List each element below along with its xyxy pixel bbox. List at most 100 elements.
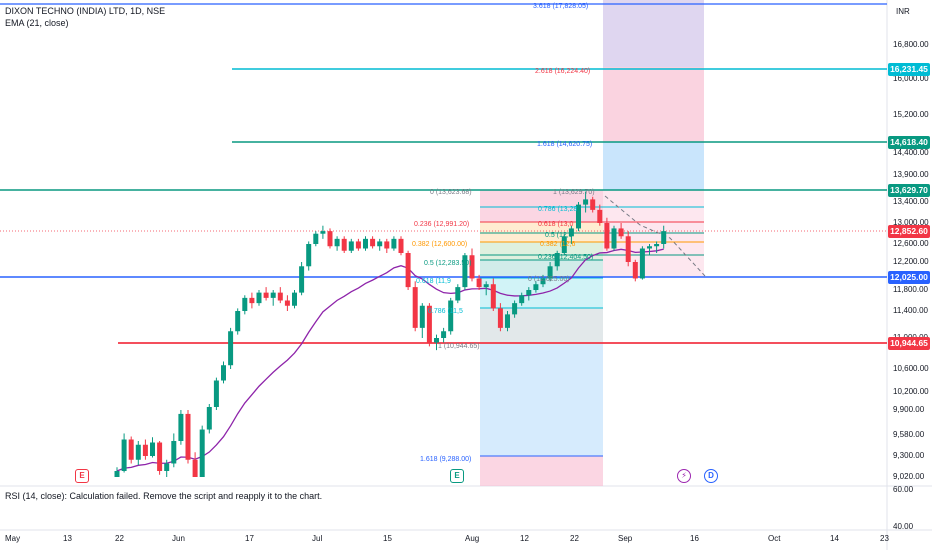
earnings-marker[interactable]: E <box>75 469 89 483</box>
candle-body <box>590 199 596 210</box>
candle-body <box>448 300 454 332</box>
candle-body <box>221 365 226 381</box>
candle-body <box>419 305 425 328</box>
time-tick: Sep <box>618 534 633 543</box>
fib-label: 0 (12,025.00) <box>528 276 570 283</box>
fib-zone <box>603 67 704 142</box>
candle-body <box>632 262 638 279</box>
candle-body <box>348 241 354 251</box>
candle-body <box>377 241 383 247</box>
candle-body <box>618 228 624 237</box>
fib-zone <box>603 142 704 190</box>
candle-body <box>547 266 553 279</box>
candle-body <box>178 413 184 441</box>
time-tick: 15 <box>383 534 392 543</box>
candle-body <box>604 223 610 249</box>
candle-body <box>263 292 269 298</box>
price-tick: 13,000.00 <box>893 218 929 227</box>
earnings-marker[interactable]: E <box>450 469 464 483</box>
candle-body <box>554 253 560 267</box>
fib-label: 0.786 (13,28 <box>538 206 577 213</box>
time-tick: 16 <box>690 534 699 543</box>
time-tick: Aug <box>465 534 480 543</box>
fib-label: 0 (13,623.68) <box>430 189 472 196</box>
price-tick: 10,200.00 <box>893 387 929 396</box>
currency-selector[interactable]: INR <box>896 7 910 16</box>
fib-label: 0.236 (12,404.50) <box>538 254 593 261</box>
candle-body <box>171 441 177 464</box>
candle-body <box>391 238 397 249</box>
candle-body <box>249 297 255 304</box>
price-tick: 15,200.00 <box>893 110 929 119</box>
candle-body <box>462 255 468 288</box>
fib-label: 0.5 (12,283.50) <box>424 260 471 267</box>
fib-label: 0.236 (12,991.20) <box>414 221 469 228</box>
time-tick: Jul <box>312 534 323 543</box>
rsi-indicator-label[interactable]: RSI (14, close): Calculation failed. Rem… <box>5 491 323 501</box>
rsi-tick: 40.00 <box>893 522 914 531</box>
split-marker[interactable]: ⚡ <box>677 469 691 483</box>
candle-body <box>483 284 489 288</box>
price-level-label: 13,629.70 <box>888 184 930 197</box>
price-level-label: 12,025.00 <box>888 271 930 284</box>
price-tick: 9,300.00 <box>893 451 925 460</box>
fib-label: 0.5 (12,8 <box>545 232 573 239</box>
time-tick: Oct <box>768 534 781 543</box>
candle-body <box>327 231 333 247</box>
candle-body <box>490 284 496 309</box>
ema-indicator-label[interactable]: EMA (21, close) <box>5 18 69 28</box>
price-tick: 16,000.00 <box>893 74 929 83</box>
candle-body <box>334 238 340 247</box>
price-tick: 12,600.00 <box>893 239 929 248</box>
candle-body <box>299 266 305 293</box>
candle-body <box>597 209 603 223</box>
price-tick: 9,580.00 <box>893 430 925 439</box>
candle-body <box>306 244 312 267</box>
fib-label: 0.618 (13,0 <box>538 221 574 228</box>
candle-body <box>320 231 326 234</box>
candle-body <box>192 459 198 477</box>
candle-body <box>228 331 234 366</box>
projection-path <box>604 195 706 277</box>
candle-body <box>213 380 219 407</box>
price-level-label: 16,231.45 <box>888 63 930 76</box>
fib-label: 0.618 (11,9 <box>416 278 451 285</box>
price-tick: 11,800.00 <box>893 285 928 294</box>
price-tick: 13,400.00 <box>893 197 929 206</box>
fib-zone <box>480 456 603 486</box>
ema-line <box>116 248 664 472</box>
candle-body <box>135 444 141 460</box>
candle-body <box>235 311 241 332</box>
dividend-marker[interactable]: D <box>704 469 718 483</box>
fib-zone <box>480 343 603 456</box>
candle-body <box>405 253 411 288</box>
time-tick: 14 <box>830 534 839 543</box>
symbol-title[interactable]: DIXON TECHNO (INDIA) LTD, 1D, NSE <box>5 6 166 16</box>
candle-body <box>150 442 155 456</box>
candle-body <box>277 292 283 301</box>
price-tick: 16,800.00 <box>893 40 929 49</box>
rsi-tick: 60.00 <box>893 485 914 494</box>
price-level-label: 10,944.65 <box>888 337 930 350</box>
candle-body <box>661 231 667 244</box>
price-level-label: 14,618.40 <box>888 136 930 149</box>
candle-body <box>157 442 163 471</box>
candle-body <box>654 244 660 247</box>
price-tick: 13,900.00 <box>893 170 929 179</box>
time-tick: Jun <box>172 534 185 543</box>
candle-body <box>341 238 347 251</box>
fib-label: 1.618 (14,620.75) <box>537 141 592 148</box>
candle-body <box>398 238 404 253</box>
price-tick: 14,400.00 <box>893 148 929 157</box>
candle-body <box>185 413 191 460</box>
candle-body <box>625 236 631 262</box>
price-level-label: 12,852.60 <box>888 225 930 238</box>
fib-label: 1 (10,944.65) <box>438 343 480 350</box>
candle-body <box>199 429 205 477</box>
candle-body <box>426 305 432 343</box>
candle-body <box>441 331 447 338</box>
time-tick: 13 <box>63 534 72 543</box>
time-tick: 22 <box>570 534 579 543</box>
